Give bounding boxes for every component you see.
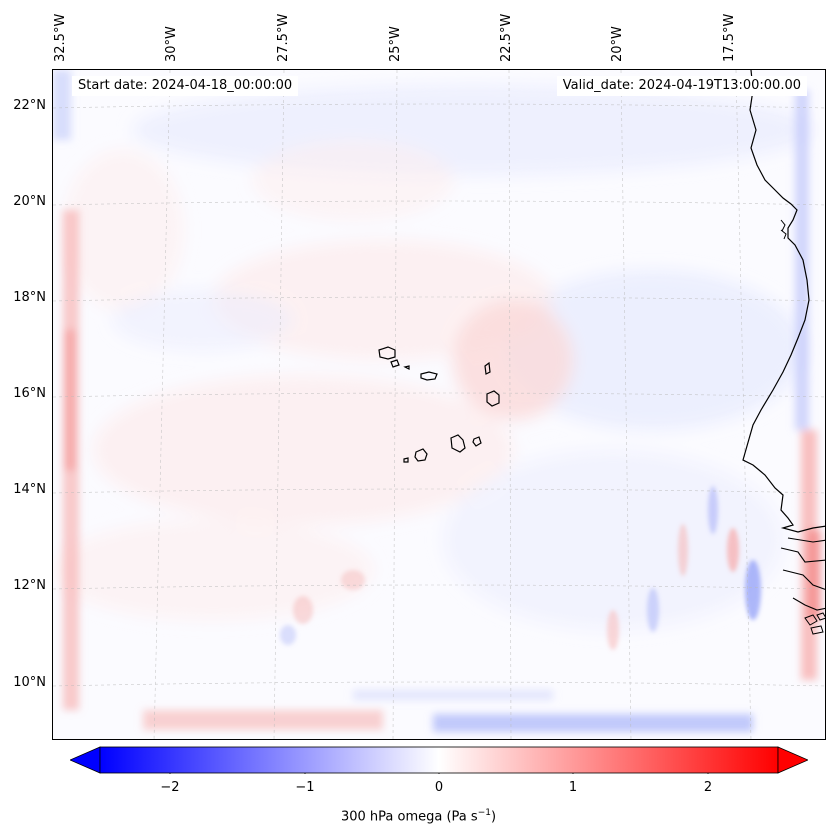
field-blob: [453, 300, 573, 420]
lon-label-20w: 20°W: [610, 26, 625, 62]
field-blob: [503, 270, 803, 430]
colorbar-unit: Pa s: [451, 809, 478, 825]
field-blob: [133, 85, 813, 175]
lon-label-27-5w: 27.5°W: [276, 13, 291, 62]
coast-streak: [341, 570, 365, 590]
lon-label-22-5w: 22.5°W: [499, 13, 514, 62]
bottom-band-blue: [433, 714, 753, 732]
colorbar-unit-exponent: −1: [477, 808, 491, 818]
colorbar-tick-label: 0: [434, 780, 444, 795]
colorbar-ticks: [169, 773, 709, 774]
bissagos-islands: [804, 612, 825, 635]
coast-streak: [647, 588, 659, 632]
field-blob: [93, 375, 513, 525]
coast-streak: [280, 625, 296, 645]
valid-date-label: Valid_date: 2024-04-19T13:00:00.00: [556, 76, 807, 96]
coast-streak: [708, 486, 718, 534]
colorbar-tick-label: −1: [295, 780, 315, 795]
african-coastline: [780, 537, 825, 611]
right-band-blue: [795, 90, 809, 430]
lon-label-30w: 30°W: [164, 26, 179, 62]
colorbar-extend-left: [70, 746, 101, 774]
colorbar-variable: 300 hPa omega: [340, 809, 443, 825]
map-panel: [52, 69, 826, 740]
gridlines: [53, 70, 825, 739]
field-blob: [63, 150, 183, 310]
lat-label-10n: 10°N: [13, 675, 46, 690]
bottom-band-red: [143, 710, 383, 730]
right-band-red-strong: [807, 530, 821, 620]
lat-label-16n: 16°N: [13, 386, 46, 401]
field-blob: [113, 290, 293, 350]
coast-inlet: [780, 219, 787, 240]
lat-label-22n: 22°N: [13, 98, 46, 113]
african-coastline: [742, 70, 825, 533]
field-blob: [53, 520, 373, 620]
lon-label-32-5w: 32.5°W: [53, 13, 68, 62]
lat-label-14n: 14°N: [13, 482, 46, 497]
omega-field: [53, 70, 825, 739]
colorbar-extend-right: [777, 746, 808, 774]
colorbar-tick-label: 1: [568, 780, 578, 795]
coast-streak: [293, 596, 313, 624]
lat-label-18n: 18°N: [13, 290, 46, 305]
colorbar-label: 300 hPa omega (Pa s−1): [340, 808, 497, 825]
coast-streak: [727, 528, 739, 572]
cabo-verde-islands: [378, 346, 500, 463]
lat-label-12n: 12°N: [13, 578, 46, 593]
field-blob: [253, 140, 453, 220]
colorbar-body: [99, 746, 779, 774]
colorbar-tick-label: −2: [160, 780, 180, 795]
coast-streak: [678, 524, 688, 576]
coast-streak: [745, 560, 761, 620]
start-date-label: Start date: 2024-04-18_00:00:00: [72, 76, 299, 96]
top-left-corner: [53, 70, 71, 140]
colorbar-tick-label: 2: [703, 780, 713, 795]
lon-label-25w: 25°W: [388, 26, 403, 62]
bottom-band-blue: [353, 690, 553, 700]
colorbar: [70, 746, 808, 774]
lon-label-17-5w: 17.5°W: [722, 13, 737, 62]
lat-label-20n: 20°N: [13, 194, 46, 209]
left-boundary-band: [65, 330, 75, 470]
coast-streak: [607, 610, 619, 650]
